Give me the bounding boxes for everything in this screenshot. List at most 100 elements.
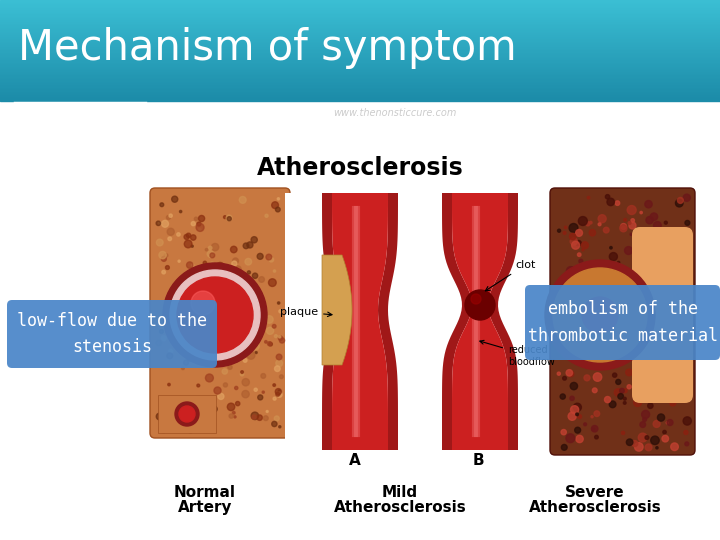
Bar [0, 61, 720, 63]
Circle shape [675, 199, 683, 207]
Circle shape [171, 298, 173, 300]
Text: A: A [349, 453, 361, 468]
Circle shape [245, 259, 251, 265]
Circle shape [212, 244, 219, 251]
Circle shape [275, 389, 282, 395]
Bar [0, 78, 720, 79]
Circle shape [167, 353, 173, 359]
Circle shape [570, 406, 579, 414]
Circle shape [670, 338, 673, 341]
Circle shape [558, 299, 564, 305]
Circle shape [166, 266, 169, 269]
Polygon shape [322, 193, 342, 450]
Circle shape [197, 222, 201, 226]
Circle shape [170, 270, 260, 360]
FancyBboxPatch shape [525, 285, 720, 360]
Circle shape [253, 273, 258, 279]
Circle shape [243, 359, 247, 362]
Circle shape [561, 429, 567, 435]
FancyBboxPatch shape [158, 395, 216, 433]
Circle shape [621, 224, 626, 230]
Circle shape [192, 245, 193, 247]
Circle shape [569, 224, 578, 232]
Circle shape [618, 394, 624, 399]
Circle shape [161, 220, 168, 227]
Circle shape [161, 256, 166, 261]
Circle shape [605, 330, 612, 338]
Circle shape [258, 276, 264, 282]
Circle shape [273, 397, 276, 400]
Circle shape [624, 397, 626, 400]
Bar [0, 49, 720, 51]
Circle shape [654, 221, 661, 229]
Circle shape [235, 401, 240, 406]
Bar [0, 15, 720, 17]
Circle shape [199, 359, 205, 365]
Circle shape [659, 261, 663, 266]
Bar [0, 19, 720, 21]
Circle shape [575, 312, 582, 320]
Circle shape [256, 303, 261, 309]
Circle shape [636, 328, 639, 331]
Circle shape [662, 256, 670, 264]
Circle shape [642, 410, 649, 418]
Circle shape [683, 257, 689, 264]
Circle shape [168, 307, 171, 310]
Circle shape [594, 411, 600, 416]
Circle shape [190, 423, 192, 426]
Circle shape [614, 389, 621, 396]
Circle shape [184, 234, 189, 239]
Circle shape [188, 349, 193, 353]
Circle shape [570, 396, 575, 401]
FancyBboxPatch shape [7, 300, 217, 368]
Circle shape [636, 309, 641, 314]
Circle shape [665, 275, 668, 278]
Circle shape [597, 296, 604, 302]
Polygon shape [378, 193, 398, 450]
Circle shape [593, 373, 602, 381]
Circle shape [163, 423, 165, 425]
Bar [0, 90, 720, 92]
Circle shape [156, 239, 163, 246]
Circle shape [274, 366, 280, 372]
Circle shape [600, 279, 607, 285]
Circle shape [582, 297, 618, 333]
Bar [0, 94, 720, 96]
Circle shape [199, 286, 205, 292]
Circle shape [219, 272, 222, 275]
Bar [0, 33, 720, 36]
Circle shape [592, 428, 595, 431]
Bar [0, 76, 720, 78]
Circle shape [591, 426, 598, 432]
Bar [0, 54, 720, 56]
Bar [0, 12, 720, 14]
Circle shape [228, 274, 233, 278]
Circle shape [471, 294, 481, 304]
Bar [0, 50, 720, 52]
Bar [0, 25, 720, 27]
Text: plaque: plaque [280, 307, 332, 317]
Circle shape [191, 235, 196, 240]
Circle shape [235, 386, 238, 389]
Circle shape [627, 384, 631, 389]
Circle shape [557, 229, 561, 232]
Circle shape [624, 402, 626, 404]
Circle shape [648, 244, 650, 246]
Circle shape [644, 321, 652, 328]
Circle shape [607, 349, 613, 355]
FancyBboxPatch shape [550, 188, 695, 455]
Circle shape [203, 352, 210, 359]
Circle shape [604, 318, 611, 323]
Circle shape [207, 251, 214, 257]
Polygon shape [452, 193, 508, 450]
Circle shape [580, 266, 587, 273]
Circle shape [557, 313, 561, 316]
Circle shape [266, 410, 269, 413]
Bar [0, 4, 720, 5]
Circle shape [250, 317, 256, 323]
Circle shape [168, 237, 171, 241]
Circle shape [179, 211, 181, 213]
Bar [0, 45, 720, 47]
Circle shape [257, 253, 263, 259]
Circle shape [254, 388, 257, 392]
